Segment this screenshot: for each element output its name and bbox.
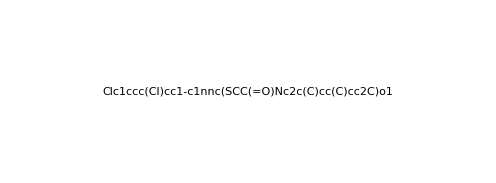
Text: Clc1ccc(Cl)cc1-c1nnc(SCC(=O)Nc2c(C)cc(C)cc2C)o1: Clc1ccc(Cl)cc1-c1nnc(SCC(=O)Nc2c(C)cc(C)… xyxy=(103,87,393,96)
